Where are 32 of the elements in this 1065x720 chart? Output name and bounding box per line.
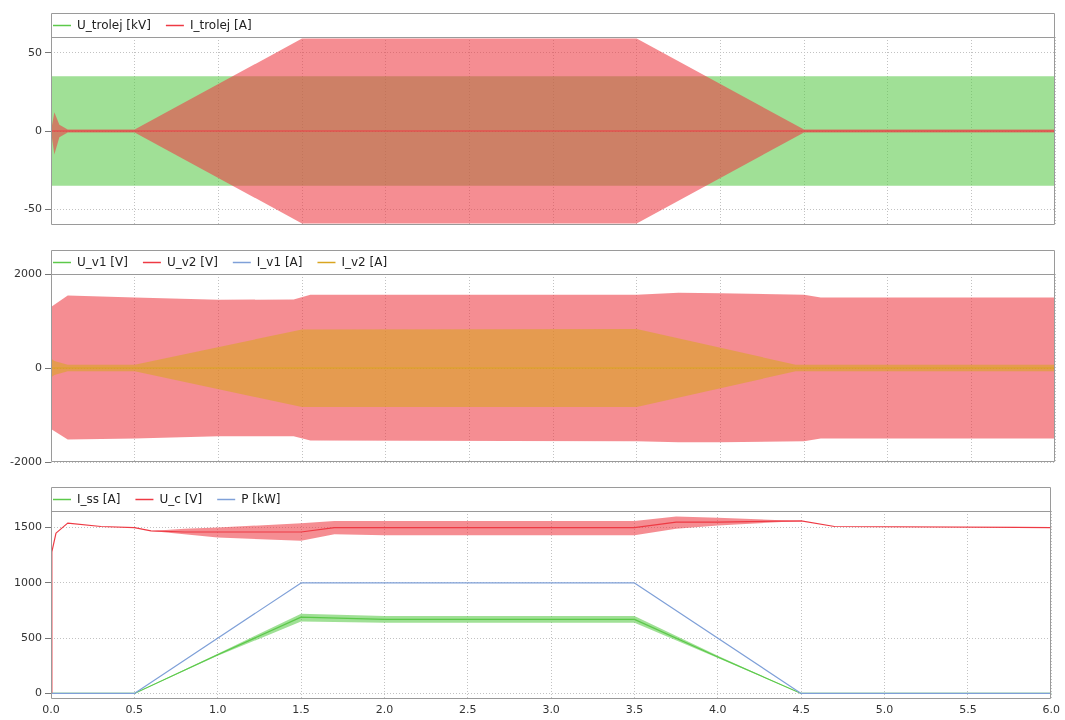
legend-label: I_ss [A] bbox=[77, 491, 121, 506]
y-tick-label: 50 bbox=[28, 45, 42, 59]
y-tick-label: -50 bbox=[24, 202, 42, 216]
legend-label: U_trolej [kV] bbox=[77, 17, 151, 32]
y-tick-label: 1000 bbox=[14, 575, 42, 589]
x-tick-label: 0.0 bbox=[42, 703, 60, 717]
x-tick-label: 1.0 bbox=[208, 703, 227, 717]
legend-label: I_v2 [A] bbox=[341, 254, 388, 269]
x-tick-label: 1.5 bbox=[292, 703, 310, 717]
x-tick-label: 5.0 bbox=[875, 703, 894, 717]
y-tick-label: 2000 bbox=[14, 266, 42, 280]
legend-label: I_trolej [A] bbox=[189, 17, 252, 32]
x-tick-label: 6.0 bbox=[1042, 703, 1060, 717]
y-tick-label: 1500 bbox=[14, 520, 42, 534]
x-tick-label: 5.5 bbox=[959, 703, 977, 717]
y-tick-label: 0 bbox=[35, 123, 42, 137]
x-tick-label: 2.0 bbox=[375, 703, 394, 717]
x-tick-label: 2.5 bbox=[459, 703, 477, 717]
legend-label: U_v2 [V] bbox=[166, 254, 218, 269]
x-tick-label: 3.5 bbox=[625, 703, 644, 717]
x-tick-label: 0.5 bbox=[125, 703, 144, 717]
legend-label: I_v1 [A] bbox=[256, 254, 303, 269]
legend-label: P [kW] bbox=[241, 491, 281, 506]
y-tick-label: -2000 bbox=[10, 454, 42, 468]
y-tick-label: 500 bbox=[21, 631, 42, 645]
y-tick-label: 0 bbox=[35, 360, 42, 374]
x-tick-label: 4.5 bbox=[792, 703, 810, 717]
legend-label: U_c [V] bbox=[159, 491, 203, 506]
x-tick-label: 3.0 bbox=[542, 703, 560, 717]
x-tick-label: 4.0 bbox=[709, 703, 727, 717]
y-tick-label: 0 bbox=[35, 686, 42, 700]
legend-label: U_v1 [V] bbox=[77, 254, 128, 269]
